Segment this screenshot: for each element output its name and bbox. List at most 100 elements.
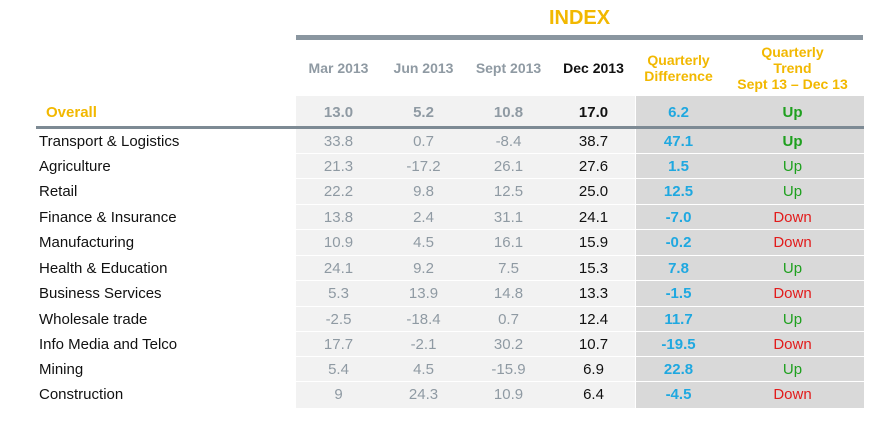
- cell-dec-2013: 15.9: [578, 234, 609, 251]
- row-label: Business Services: [39, 285, 162, 302]
- cell-dec-2013: 10.7: [578, 336, 609, 353]
- table-row: Info Media and Telco 17.7 -2.1 30.2 10.7 -19.…: [0, 332, 887, 357]
- cell-dec-2013: 38.7: [578, 133, 609, 150]
- cell-quarterly-difference: 22.8: [663, 361, 694, 378]
- overall-separator: [36, 126, 864, 129]
- col-header-quarterly-difference: Quarterly Difference: [644, 52, 713, 84]
- cell-jun-2013: -18.4: [406, 311, 441, 328]
- cell-sept-2013: 16.1: [493, 234, 524, 251]
- cell-sept-2013: 26.1: [493, 158, 524, 175]
- cell-quarterly-difference: -0.2: [665, 234, 692, 251]
- overall-row: Overall 13.0 5.2 10.8 17.0 6.2 Up: [0, 100, 887, 125]
- cell-jun-2013: 24.3: [408, 386, 439, 403]
- cell-jun-2013: 5.2: [413, 104, 434, 121]
- cell-mar-2013: 22.2: [323, 183, 354, 200]
- cell-quarterly-difference: 1.5: [668, 158, 689, 175]
- cell-quarterly-trend: Down: [773, 209, 812, 226]
- cell-sept-2013: 7.5: [498, 260, 519, 277]
- table-row: Transport & Logistics 33.8 0.7 -8.4 38.7 47.1…: [0, 129, 887, 154]
- cell-mar-2013: -2.5: [325, 311, 352, 328]
- cell-jun-2013: 2.4: [413, 209, 434, 226]
- cell-dec-2013: 24.1: [578, 209, 609, 226]
- table-row: Wholesale trade -2.5 -18.4 0.7 12.4 11.7 Up: [0, 307, 887, 332]
- cell-quarterly-trend: Up: [782, 361, 803, 378]
- cell-sept-2013: 31.1: [493, 209, 524, 226]
- row-divider: [296, 255, 864, 256]
- cell-quarterly-trend: Down: [773, 285, 812, 302]
- cell-mar-2013: 5.3: [328, 285, 349, 302]
- cell-quarterly-trend: Up: [782, 260, 803, 277]
- cell-jun-2013: 4.5: [413, 361, 434, 378]
- cell-mar-2013: 33.8: [323, 133, 354, 150]
- row-label: Finance & Insurance: [39, 209, 177, 226]
- table-row: Health & Education 24.1 9.2 7.5 15.3 7.8 Up: [0, 256, 887, 281]
- row-label: Overall: [46, 104, 97, 121]
- cell-dec-2013: 6.9: [583, 361, 604, 378]
- row-divider: [296, 178, 864, 179]
- row-divider: [296, 306, 864, 307]
- cell-quarterly-difference: -7.0: [665, 209, 692, 226]
- cell-mar-2013: 24.1: [323, 260, 354, 277]
- cell-quarterly-difference: 47.1: [663, 133, 694, 150]
- cell-sept-2013: 0.7: [498, 311, 519, 328]
- row-divider: [296, 204, 864, 205]
- cell-quarterly-difference: 11.7: [664, 311, 693, 328]
- cell-quarterly-trend: Up: [782, 133, 803, 150]
- cell-mar-2013: 13.8: [323, 209, 354, 226]
- cell-dec-2013: 25.0: [578, 183, 609, 200]
- col-header-sept-2013: Sept 2013: [475, 60, 542, 76]
- cell-jun-2013: -2.1: [410, 336, 437, 353]
- cell-jun-2013: 0.7: [413, 133, 434, 150]
- cell-dec-2013: 15.3: [578, 260, 609, 277]
- title-rule: [296, 35, 863, 40]
- row-divider: [296, 331, 864, 332]
- cell-quarterly-trend: Up: [782, 311, 803, 328]
- cell-jun-2013: 4.5: [413, 234, 434, 251]
- cell-jun-2013: 13.9: [408, 285, 439, 302]
- cell-quarterly-trend: Up: [782, 183, 803, 200]
- row-label: Wholesale trade: [39, 311, 148, 328]
- cell-quarterly-difference: -19.5: [661, 336, 696, 353]
- cell-quarterly-trend: Up: [782, 104, 803, 121]
- cell-dec-2013: 13.3: [578, 285, 609, 302]
- cell-quarterly-trend: Down: [773, 336, 812, 353]
- row-divider: [296, 356, 864, 357]
- row-label: Mining: [39, 361, 84, 378]
- cell-sept-2013: -8.4: [495, 133, 522, 150]
- table-row: Manufacturing 10.9 4.5 16.1 15.9 -0.2 Down: [0, 230, 887, 255]
- cell-mar-2013: 21.3: [323, 158, 354, 175]
- cell-mar-2013: 13.0: [323, 104, 354, 121]
- col-header-mar-2013: Mar 2013: [308, 60, 369, 76]
- row-label: Agriculture: [39, 158, 111, 175]
- cell-sept-2013: 14.8: [493, 285, 524, 302]
- table-title: INDEX: [548, 7, 611, 29]
- cell-mar-2013: 5.4: [328, 361, 349, 378]
- cell-mar-2013: 10.9: [323, 234, 354, 251]
- cell-jun-2013: 9.2: [413, 260, 434, 277]
- cell-quarterly-trend: Down: [773, 234, 812, 251]
- table-row: Retail 22.2 9.8 12.5 25.0 12.5 Up: [0, 179, 887, 204]
- cell-quarterly-difference: 7.8: [668, 260, 689, 277]
- cell-dec-2013: 17.0: [578, 104, 609, 121]
- cell-quarterly-difference: 6.2: [668, 104, 689, 121]
- row-divider: [296, 153, 864, 154]
- row-label: Health & Education: [39, 260, 168, 277]
- cell-sept-2013: 10.8: [493, 104, 524, 121]
- cell-quarterly-difference: -4.5: [665, 386, 692, 403]
- table-row: Agriculture 21.3 -17.2 26.1 27.6 1.5 Up: [0, 154, 887, 179]
- cell-quarterly-trend: Down: [773, 386, 812, 403]
- cell-mar-2013: 9: [334, 386, 343, 403]
- row-label: Transport & Logistics: [39, 133, 180, 150]
- col-header-jun-2013: Jun 2013: [393, 60, 454, 76]
- col-header-quarterly-trend: Quarterly Trend Sept 13 – Dec 13: [737, 44, 848, 92]
- table-row: Mining 5.4 4.5 -15.9 6.9 22.8 Up: [0, 357, 887, 382]
- row-divider: [296, 381, 864, 382]
- cell-quarterly-difference: 12.5: [663, 183, 694, 200]
- table-row: Construction 9 24.3 10.9 6.4 -4.5 Down: [0, 382, 887, 407]
- cell-quarterly-trend: Up: [782, 158, 803, 175]
- cell-sept-2013: 30.2: [493, 336, 524, 353]
- col-header-dec-2013: Dec 2013: [563, 60, 624, 76]
- cell-sept-2013: 12.5: [493, 183, 524, 200]
- cell-dec-2013: 6.4: [583, 386, 604, 403]
- row-label: Retail: [39, 183, 78, 200]
